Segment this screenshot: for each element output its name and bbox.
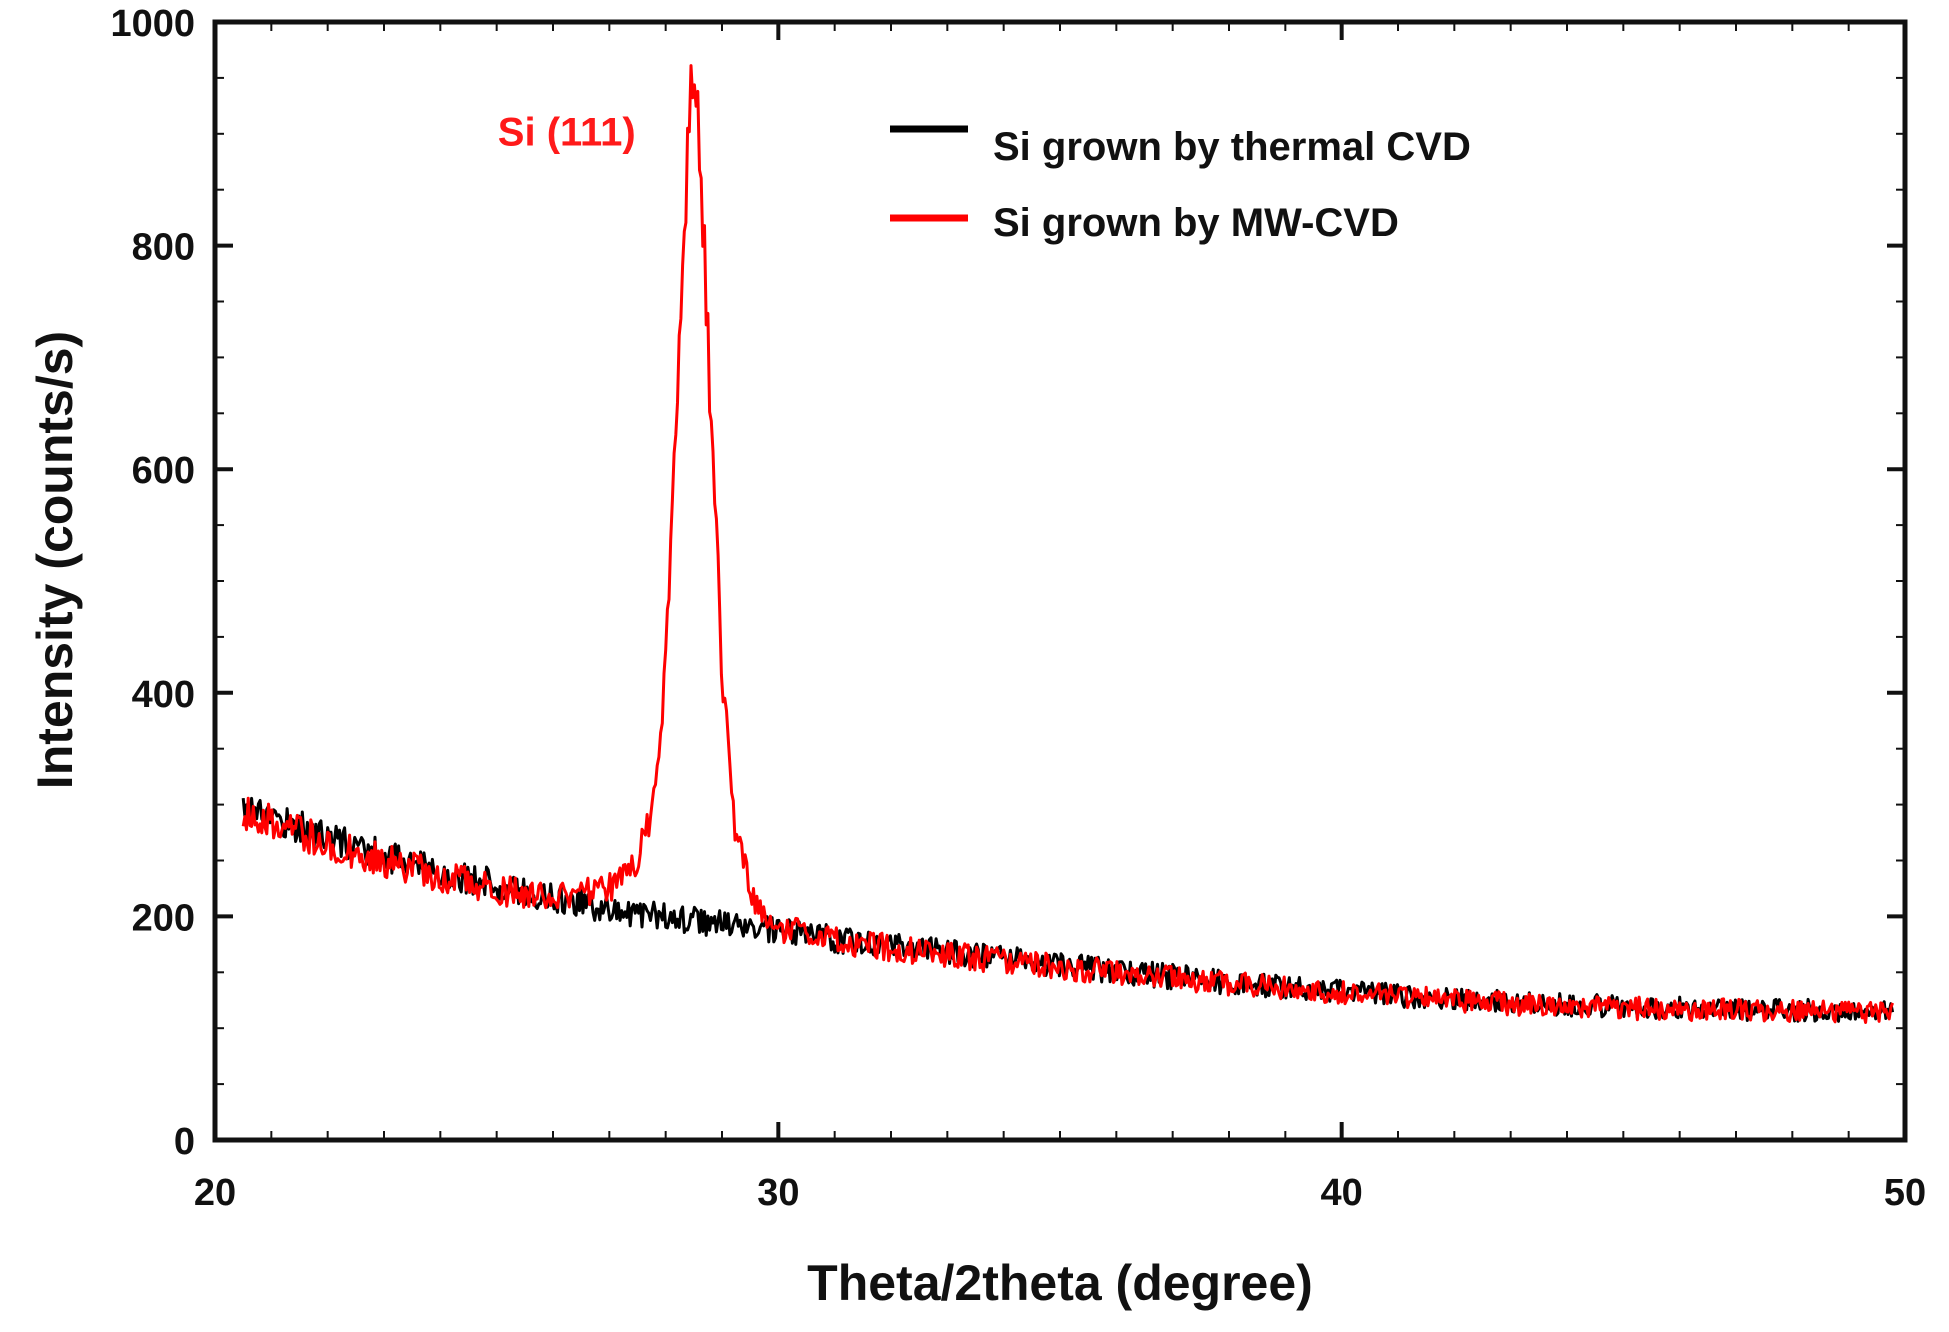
y-axis-title: Intensity (counts/s) [27,331,83,789]
x-tick-label: 40 [1321,1172,1363,1214]
y-tick-label: 400 [132,674,195,716]
series-line-mw-cvd [241,64,1894,1024]
legend-label-mw-cvd: Si grown by MW-CVD [993,201,1399,245]
y-tick-label: 800 [132,227,195,269]
y-tick-label: 600 [132,450,195,492]
x-tick-label: 30 [757,1172,799,1214]
legend-label-thermal-cvd: Si grown by thermal CVD [993,125,1471,169]
peak-annotation: Si (111) [498,110,636,154]
y-tick-label: 0 [174,1121,195,1163]
series-layer [241,64,1895,1024]
axis-ticks [213,20,1907,1142]
x-tick-label: 20 [194,1172,236,1214]
x-axis-title: Theta/2theta (degree) [807,1255,1313,1311]
tick-labels: 20 30 40 50 0 200 400 600 800 1000 [110,3,1926,1214]
series-line-thermal-cvd [241,796,1895,1023]
legend: Si grown by thermal CVD Si grown by MW-C… [890,125,1471,245]
x-tick-label: 50 [1884,1172,1926,1214]
y-tick-label: 1000 [110,3,195,45]
y-tick-label: 200 [132,897,195,939]
